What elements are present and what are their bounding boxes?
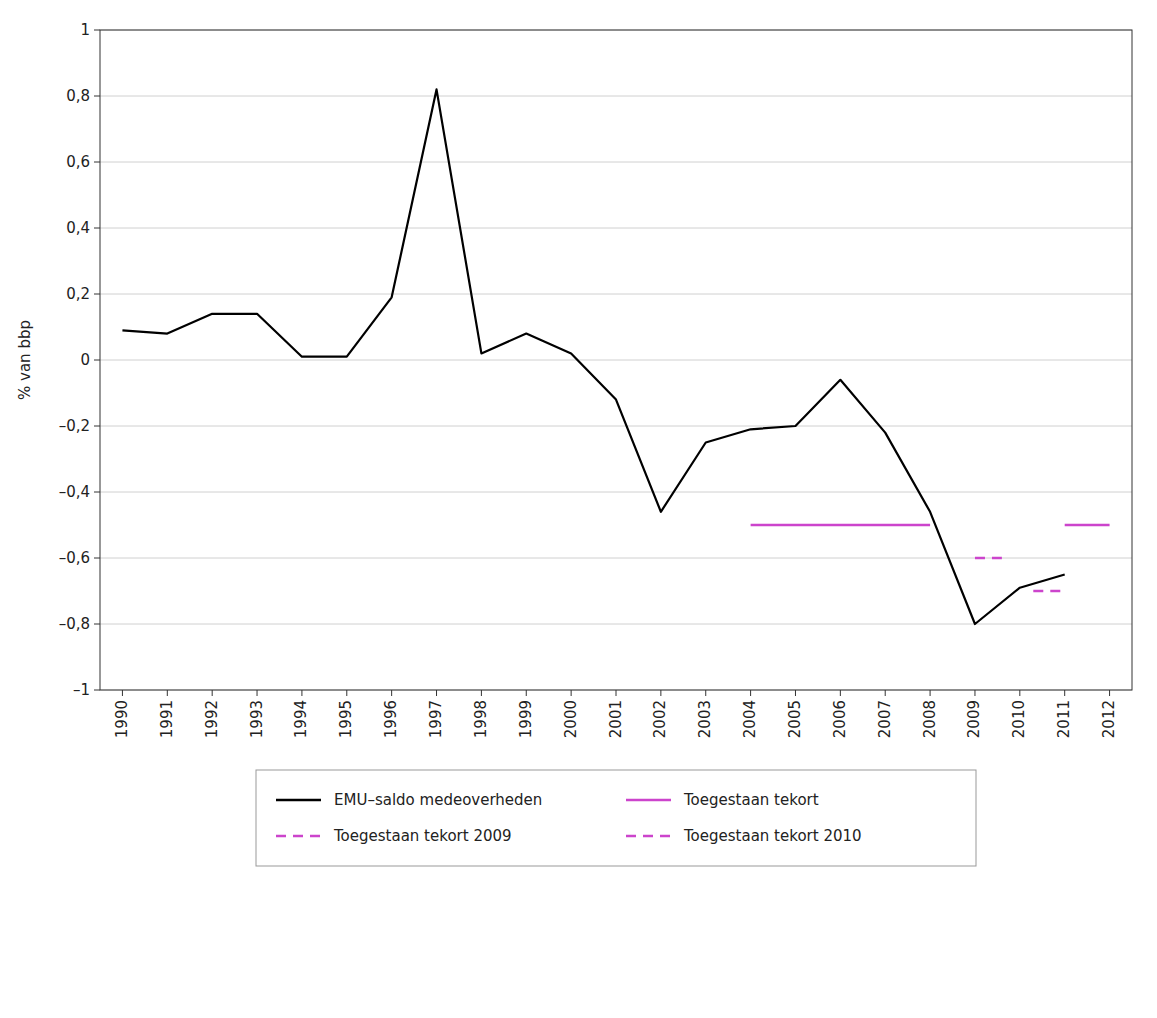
grid-line — [100, 624, 1132, 625]
x-tick — [346, 690, 347, 696]
x-tick — [616, 690, 617, 696]
y-tick-label: –0,8 — [59, 615, 90, 633]
y-tick-label: –0,4 — [59, 483, 90, 501]
y-tick — [94, 624, 100, 625]
x-tick — [974, 690, 975, 696]
x-tick-label: 2008 — [921, 700, 939, 738]
x-tick-label: 2012 — [1100, 700, 1118, 738]
x-tick — [526, 690, 527, 696]
y-tick — [94, 294, 100, 295]
plot-frame — [100, 30, 1132, 690]
x-tick — [1109, 690, 1110, 696]
chart: –1 –0,8 –0,6 –0,4 –0,2 0 0,2 0,4 0,6 0,8 1 1990 1991… — [0, 0, 1157, 1018]
x-tick — [840, 690, 841, 696]
x-tick — [257, 690, 258, 696]
x-tick — [481, 690, 482, 696]
y-tick — [94, 360, 100, 361]
x-tick-label: 1996 — [382, 700, 400, 738]
grid-line — [100, 294, 1132, 295]
x-tick — [885, 690, 886, 696]
y-tick-label: 0 — [80, 351, 90, 369]
y-tick-label: 1 — [80, 21, 90, 39]
x-tick-label: 1992 — [203, 700, 221, 738]
x-tick-label: 2010 — [1010, 700, 1028, 738]
y-axis: –1 –0,8 –0,6 –0,4 –0,2 0 0,2 0,4 0,6 0,8 1 — [59, 21, 100, 699]
y-tick — [94, 690, 100, 691]
legend-label: EMU–saldo medeoverheden — [334, 791, 542, 809]
grid-line — [100, 558, 1132, 559]
y-tick-label: 0,8 — [66, 87, 90, 105]
x-axis: 1990 1991 1992 1993 1994 1995 1996 1997 1998 1999… — [113, 690, 1118, 738]
y-tick-label: –0,6 — [59, 549, 90, 567]
grid-line — [100, 96, 1132, 97]
x-tick-label: 2000 — [562, 700, 580, 738]
x-tick — [167, 690, 168, 696]
x-tick-label: 1999 — [517, 700, 535, 738]
x-tick — [1019, 690, 1020, 696]
grid-line — [100, 228, 1132, 229]
x-tick-label: 1997 — [427, 700, 445, 738]
grid-line — [100, 360, 1132, 361]
y-tick-label: –1 — [73, 681, 90, 699]
legend-label: Toegestaan tekort 2009 — [333, 827, 512, 845]
x-tick — [212, 690, 213, 696]
series-line — [975, 557, 1002, 560]
legend-label: Toegestaan tekort 2010 — [683, 827, 862, 845]
grid-line — [100, 426, 1132, 427]
y-tick — [94, 492, 100, 493]
y-tick — [94, 228, 100, 229]
y-tick — [94, 558, 100, 559]
x-tick — [122, 690, 123, 696]
x-tick-label: 2009 — [965, 700, 983, 738]
x-tick-label: 1998 — [472, 700, 490, 738]
grid-line — [100, 162, 1132, 163]
y-tick — [94, 30, 100, 31]
y-axis-label: % van bbp — [16, 320, 34, 400]
x-tick — [436, 690, 437, 696]
legend-swatch — [626, 835, 671, 838]
x-tick-label: 1994 — [292, 700, 310, 738]
y-tick — [94, 426, 100, 427]
y-tick-label: –0,2 — [59, 417, 90, 435]
x-tick-label: 2007 — [876, 700, 894, 738]
x-tick-label: 2011 — [1055, 700, 1073, 738]
x-tick — [301, 690, 302, 696]
y-tick-label: 0,6 — [66, 153, 90, 171]
x-tick-label: 2003 — [696, 700, 714, 738]
x-tick-label: 1991 — [158, 700, 176, 738]
x-tick — [660, 690, 661, 696]
y-tick-label: 0,2 — [66, 285, 90, 303]
x-tick — [930, 690, 931, 696]
legend: EMU–saldo medeoverheden Toegestaan tekort… — [256, 770, 976, 866]
legend-swatch — [626, 799, 671, 802]
x-tick — [750, 690, 751, 696]
grid-line — [100, 492, 1132, 493]
plot-data — [122, 89, 1109, 624]
x-tick-label: 1995 — [337, 700, 355, 738]
legend-swatch — [276, 835, 321, 838]
x-tick — [1064, 690, 1065, 696]
legend-label: Toegestaan tekort — [683, 791, 819, 809]
x-tick — [795, 690, 796, 696]
series-line — [122, 89, 1064, 624]
x-tick-label: 2005 — [786, 700, 804, 738]
x-tick — [391, 690, 392, 696]
x-tick-label: 2004 — [741, 700, 759, 738]
legend-swatch — [276, 799, 321, 802]
x-tick-label: 2006 — [831, 700, 849, 738]
series-line — [751, 524, 1110, 527]
series-line — [1033, 590, 1064, 593]
grid — [100, 30, 1132, 690]
x-tick — [571, 690, 572, 696]
y-tick-label: 0,4 — [66, 219, 90, 237]
plot-area — [100, 30, 1132, 690]
x-tick-label: 2001 — [607, 700, 625, 738]
x-tick-label: 2002 — [651, 700, 669, 738]
y-tick — [94, 162, 100, 163]
x-tick-label: 1993 — [248, 700, 266, 738]
x-tick — [705, 690, 706, 696]
y-tick — [94, 96, 100, 97]
legend-box — [256, 770, 976, 866]
x-tick-label: 1990 — [113, 700, 131, 738]
